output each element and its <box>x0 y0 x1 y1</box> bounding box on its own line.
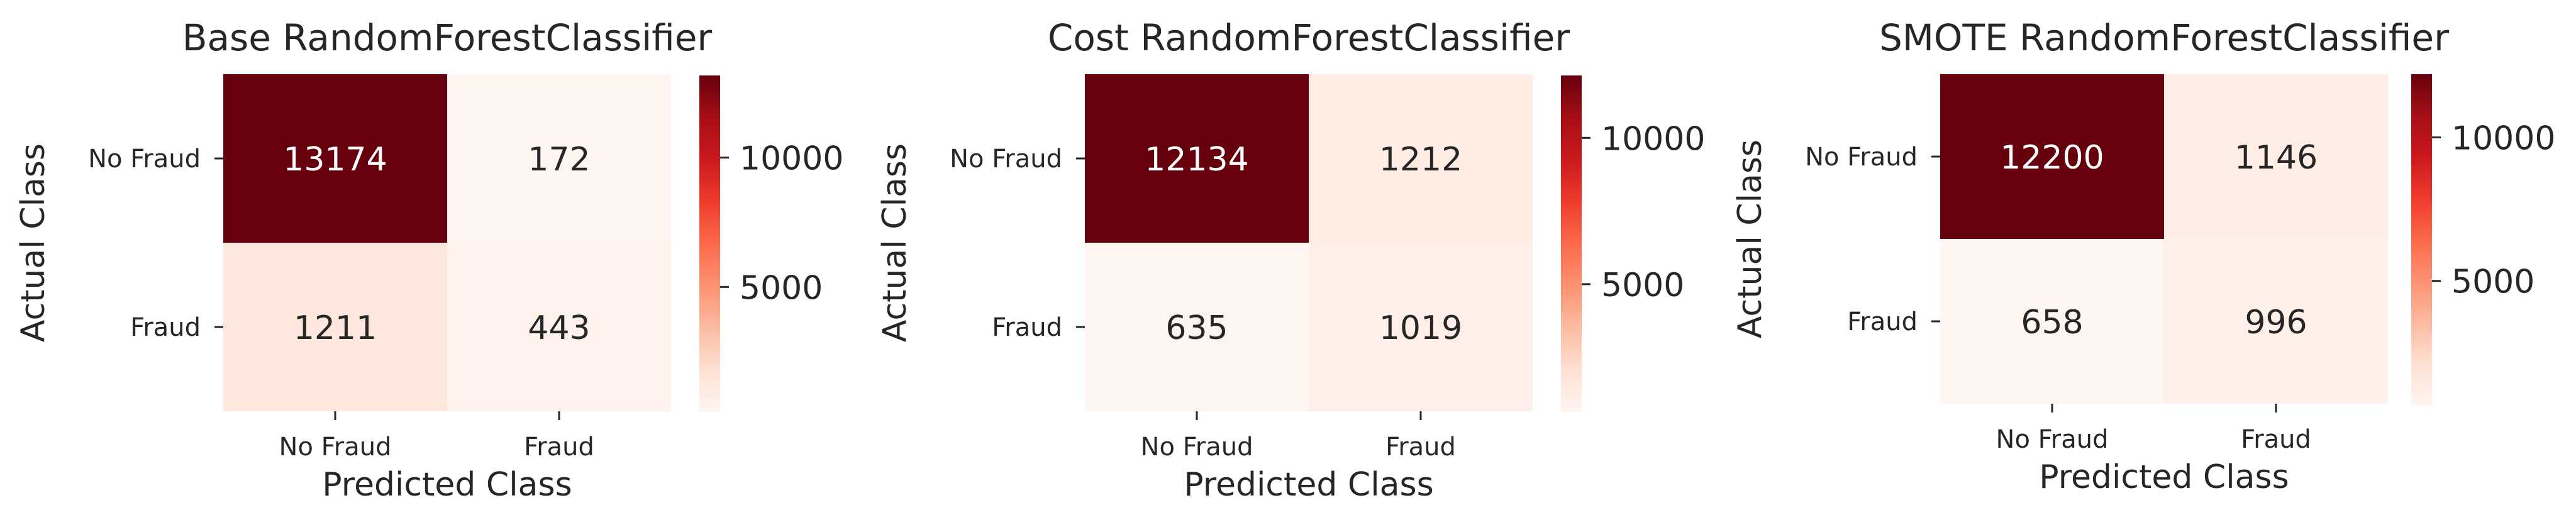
cell-value-label: 1211 <box>294 309 377 347</box>
cell-value-label: 658 <box>2021 304 2083 341</box>
cell-value-label: 13174 <box>283 141 387 179</box>
cell-value-label: 996 <box>2245 304 2307 341</box>
y-tick-label: No Fraud <box>88 145 201 174</box>
colorbar <box>699 75 720 412</box>
y-axis-label: Actual Class <box>876 143 914 342</box>
heatmap-panel-3: SMOTE RandomForestClassifier 12200 1146 658… <box>1731 16 2555 496</box>
y-tick-label: Fraud <box>130 313 201 342</box>
heatmap-cell <box>1085 243 1309 411</box>
y-tick-label: Fraud <box>1847 308 1918 336</box>
y-axis-label: Actual Class <box>14 143 52 342</box>
heatmap-cell <box>1085 74 1309 243</box>
cell-value-label: 1212 <box>1379 141 1462 179</box>
heatmap-cell <box>2164 239 2388 404</box>
x-tick-label: No Fraud <box>1996 425 2109 454</box>
cell-value-label: 1146 <box>2235 139 2318 177</box>
colorbar-tick-label: 5000 <box>2451 263 2534 301</box>
colorbar <box>1561 75 1582 412</box>
heatmap-cell <box>1940 239 2164 404</box>
heatmap-cell <box>1309 74 1533 243</box>
cell-value-label: 172 <box>528 141 590 179</box>
cell-value-label: 1019 <box>1379 309 1462 347</box>
heatmap-panel-1: Base RandomForestClassifier 13174 172 1211 4… <box>14 16 843 504</box>
x-tick-label: No Fraud <box>279 433 392 462</box>
colorbar-tick-label: 10000 <box>2451 119 2555 157</box>
colorbar-tick-label: 10000 <box>740 140 843 178</box>
cell-value-label: 12200 <box>2000 139 2104 177</box>
y-tick-label: No Fraud <box>950 145 1062 174</box>
x-tick-label: Fraud <box>2241 425 2311 454</box>
y-tick-label: Fraud <box>992 313 1062 342</box>
heatmap-cell <box>447 74 671 243</box>
cell-value-label: 443 <box>528 309 590 347</box>
x-axis-label: Predicted Class <box>322 466 572 504</box>
cell-value-label: 12134 <box>1145 141 1248 179</box>
colorbar-tick-label: 10000 <box>1601 120 1705 158</box>
x-axis-label: Predicted Class <box>2039 458 2289 496</box>
heatmap-cell <box>447 243 671 411</box>
x-axis-label: Predicted Class <box>1184 466 1433 504</box>
chart-title: SMOTE RandomForestClassifier <box>1879 16 2449 59</box>
x-tick-label: Fraud <box>1385 433 1456 462</box>
heatmap-cell <box>1940 74 2164 239</box>
chart-title: Cost RandomForestClassifier <box>1048 16 1570 59</box>
heatmap-panel-2: Cost RandomForestClassifier 12134 1212 635 1… <box>876 16 1705 504</box>
x-tick-label: No Fraud <box>1141 433 1253 462</box>
y-axis-label: Actual Class <box>1731 140 1769 338</box>
heatmap-cell <box>223 74 447 243</box>
colorbar <box>2411 74 2432 406</box>
cell-value-label: 635 <box>1165 309 1228 347</box>
heatmap-cell <box>1309 243 1533 411</box>
colorbar-tick-label: 5000 <box>1601 267 1684 304</box>
heatmap-cell <box>2164 74 2388 239</box>
x-tick-label: Fraud <box>524 433 594 462</box>
chart-title: Base RandomForestClassifier <box>182 16 713 59</box>
colorbar-tick-label: 5000 <box>740 269 823 307</box>
heatmap-cell <box>223 243 447 411</box>
y-tick-label: No Fraud <box>1805 143 1918 172</box>
